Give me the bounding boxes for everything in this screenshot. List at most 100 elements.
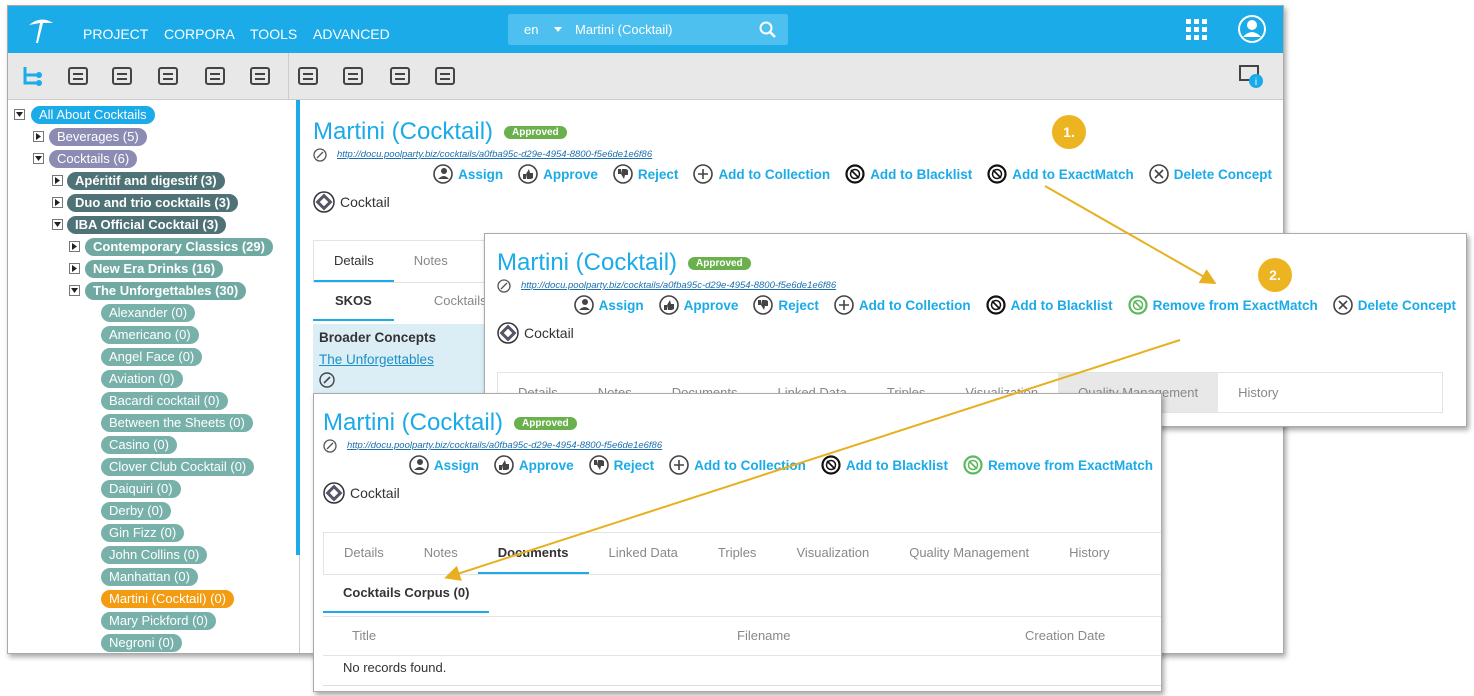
type-label: Cocktail: [350, 485, 400, 501]
top-bar: PROJECT CORPORA TOOLS ADVANCED en Martini (Co…: [8, 6, 1283, 53]
tree-node[interactable]: Angel Face (0): [101, 348, 203, 366]
menu-item[interactable]: ADVANCED: [313, 26, 390, 42]
tab[interactable]: Details: [314, 241, 394, 282]
action[interactable]: Approve: [517, 163, 598, 185]
action[interactable]: Add to Collection: [692, 163, 830, 185]
tree-toggle[interactable]: [69, 285, 80, 296]
search-icon: [759, 21, 776, 38]
tab[interactable]: History: [1238, 385, 1279, 400]
action-icon: [588, 455, 609, 475]
tree-node[interactable]: All About Cocktails: [31, 106, 155, 124]
action[interactable]: Assign: [432, 163, 503, 185]
tree-toggle[interactable]: [52, 197, 63, 208]
action[interactable]: Add to Collection: [668, 454, 806, 476]
action[interactable]: Approve: [658, 294, 738, 316]
column-header[interactable]: Filename: [737, 628, 791, 643]
action[interactable]: Assign: [573, 294, 644, 316]
column-header[interactable]: Creation Date: [1025, 628, 1106, 643]
action[interactable]: Remove from ExactMatch: [1127, 294, 1318, 316]
tree-node[interactable]: Casino (0): [101, 436, 177, 454]
status-badge: Approved: [504, 126, 567, 139]
tree-node[interactable]: Alexander (0): [101, 304, 196, 322]
action[interactable]: Add to Blacklist: [820, 454, 948, 476]
concept-title: Martini (Cocktail): [313, 118, 494, 145]
search-box[interactable]: en Martini (Cocktail): [508, 14, 788, 45]
type-icon: [497, 322, 519, 344]
tab[interactable]: Documents: [477, 533, 589, 574]
tree-toggle[interactable]: [14, 109, 25, 120]
action[interactable]: Approve: [493, 454, 574, 476]
tree-node[interactable]: Daiquiri (0): [101, 480, 181, 498]
tab[interactable]: Details: [344, 545, 384, 560]
tree-toggle[interactable]: [33, 153, 44, 164]
tab[interactable]: Notes: [413, 253, 448, 268]
type-label: Cocktail: [524, 325, 574, 341]
tree-toggle[interactable]: [52, 219, 63, 230]
tree-node[interactable]: Martini (Cocktail) (0): [101, 590, 235, 608]
tab[interactable]: Quality Management: [909, 545, 1030, 560]
action-label: Approve: [543, 166, 598, 182]
tree-node[interactable]: The Unforgettables (30): [85, 282, 247, 300]
tree-node[interactable]: Contemporary Classics (29): [85, 238, 273, 256]
tree-node[interactable]: New Era Drinks (16): [85, 260, 224, 278]
action[interactable]: Assign: [408, 454, 479, 476]
action-label: Add to Blacklist: [845, 457, 948, 473]
subtab[interactable]: SKOS: [313, 282, 394, 321]
action[interactable]: Reject: [588, 454, 654, 476]
tree-node[interactable]: Americano (0): [101, 326, 199, 344]
subtab[interactable]: Cocktails Corpus (0): [323, 574, 490, 613]
action[interactable]: Add to Collection: [833, 294, 971, 316]
action-label: Delete Concept: [1173, 166, 1272, 182]
toggle-glyph: [55, 199, 60, 206]
concept-uri[interactable]: http://docu.poolparty.biz/cocktails/a0fb…: [521, 280, 837, 291]
tree-node[interactable]: IBA Official Cocktail (3): [67, 216, 227, 234]
action[interactable]: Add to Blacklist: [844, 163, 972, 185]
tree-node[interactable]: Mary Pickford (0): [101, 612, 216, 630]
tree-toggle[interactable]: [52, 175, 63, 186]
action[interactable]: Reject: [752, 294, 819, 316]
tree-toggle[interactable]: [33, 131, 44, 142]
tree-node[interactable]: Duo and trio cocktails (3): [67, 194, 239, 212]
tab[interactable]: Triples: [717, 545, 757, 560]
tree-node[interactable]: Bacardi cocktail (0): [101, 392, 228, 410]
concept-uri[interactable]: http://docu.poolparty.biz/cocktails/a0fb…: [337, 149, 653, 160]
action[interactable]: Delete Concept: [1332, 294, 1456, 316]
tree-node[interactable]: Derby (0): [101, 502, 172, 520]
tree-node[interactable]: John Collins (0): [101, 546, 208, 564]
action-icon: [669, 455, 689, 475]
action-bar: Assign Approve Reject Add to Collection Add …: [408, 454, 1153, 476]
status-badge: Approved: [688, 257, 751, 270]
action[interactable]: Add to ExactMatch: [986, 163, 1134, 185]
menu-item[interactable]: PROJECT: [83, 26, 149, 42]
tree-node[interactable]: Apéritif and digestif (3): [67, 172, 225, 190]
subtab[interactable]: Cocktails: [433, 293, 487, 308]
tree-node[interactable]: Aviation (0): [101, 370, 183, 388]
tree-toggle[interactable]: [69, 263, 80, 274]
tree-node[interactable]: Beverages (5): [49, 128, 147, 146]
tool-icon: [435, 67, 455, 85]
action[interactable]: Delete Concept: [1148, 163, 1272, 185]
broader-link[interactable]: The Unforgettables: [319, 352, 434, 367]
tab[interactable]: Visualization: [796, 545, 870, 560]
concept-uri[interactable]: http://docu.poolparty.biz/cocktails/a0fb…: [347, 440, 663, 451]
menu-item[interactable]: TOOLS: [250, 26, 298, 42]
action[interactable]: Remove from ExactMatch: [962, 454, 1153, 476]
action[interactable]: Reject: [612, 163, 678, 185]
tree-node[interactable]: Cocktails (6): [49, 150, 138, 168]
action-icon: [658, 295, 679, 315]
tree-node[interactable]: Manhattan (0): [101, 568, 198, 586]
type-label: Cocktail: [340, 194, 390, 210]
action[interactable]: Add to Blacklist: [985, 294, 1113, 316]
edit-icon: [497, 279, 511, 293]
tab[interactable]: History: [1069, 545, 1110, 560]
tree-node[interactable]: Clover Club Cocktail (0): [101, 458, 255, 476]
menu-item[interactable]: CORPORA: [164, 26, 235, 42]
tree-node[interactable]: Between the Sheets (0): [101, 414, 253, 432]
tree-node[interactable]: Negroni (0): [101, 634, 183, 652]
tab[interactable]: Linked Data: [608, 545, 678, 560]
tree-node[interactable]: Gin Fizz (0): [101, 524, 185, 542]
tree-toggle[interactable]: [69, 241, 80, 252]
lang[interactable]: en: [524, 22, 539, 37]
tab[interactable]: Notes: [423, 545, 458, 560]
column-header[interactable]: Title: [352, 628, 377, 643]
